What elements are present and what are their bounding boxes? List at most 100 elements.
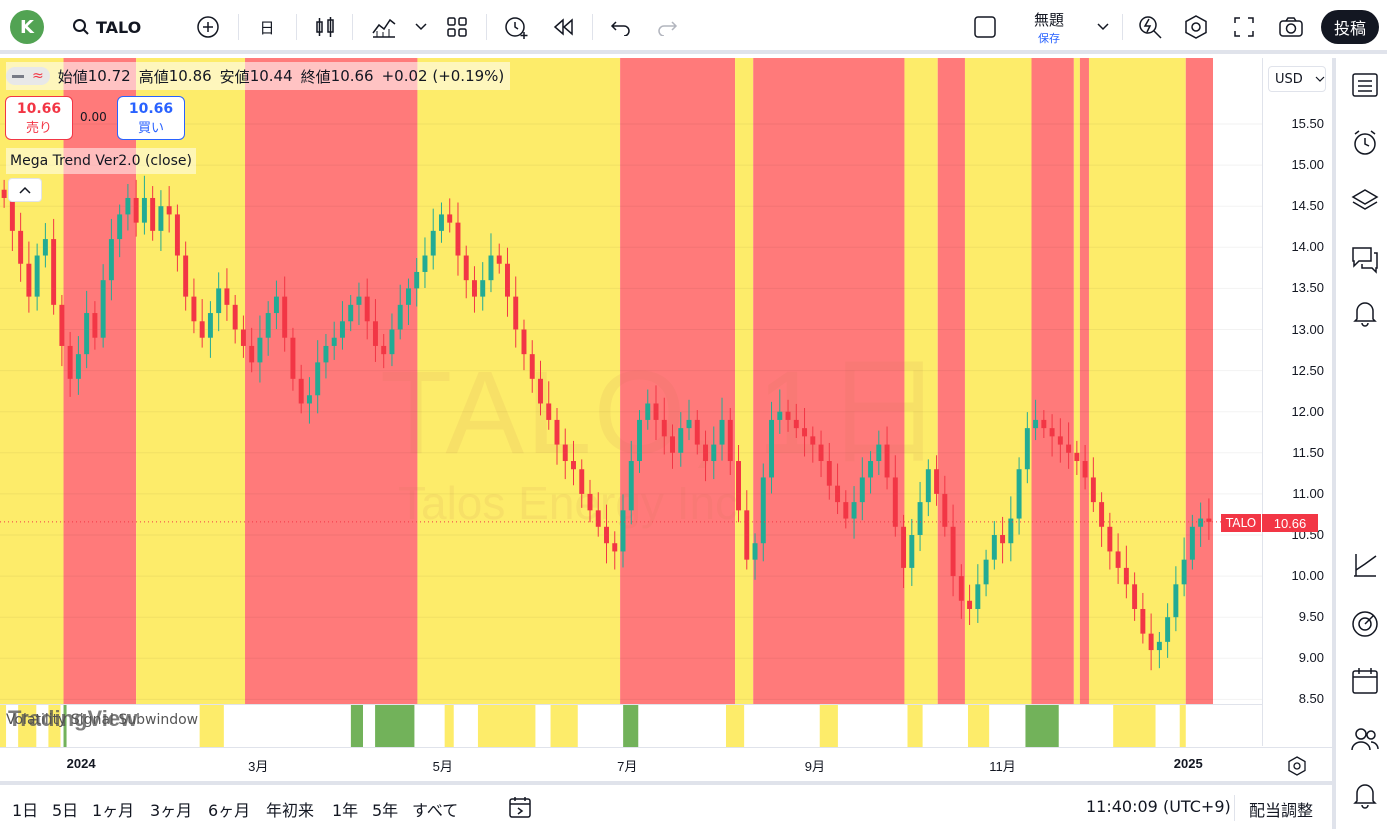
chart-type-button[interactable] [310,0,340,54]
ideas-button[interactable] [1350,609,1380,639]
candle [521,319,527,371]
candle [108,218,114,301]
candle [224,268,230,321]
last-price-symbol-tag: TALO [1221,514,1261,532]
chats-button[interactable] [1350,244,1380,274]
legend-toggle[interactable]: ≈ [6,67,50,85]
dividend-adjust-toggle[interactable]: 配当調整 [1249,801,1314,820]
symbol-search-button[interactable]: TALO [72,0,152,54]
redo-icon [658,21,678,36]
open-value: 10.72 [87,67,131,85]
buy-button[interactable]: 10.66 買い [117,96,185,140]
undo-button[interactable] [606,0,636,54]
range-button[interactable]: 5日 [52,801,79,820]
close-label: 終値 [300,67,331,86]
range-button[interactable]: 1日 [12,801,39,820]
layout-save-button[interactable]: 無題 保存 [1020,0,1078,54]
sell-label: 売り [25,120,52,136]
candle [257,315,263,383]
settings-button[interactable] [1180,0,1212,54]
fullscreen-button[interactable] [1228,0,1260,54]
indicators-button[interactable] [368,0,400,54]
signal-bar-yellow [725,705,745,747]
rewind-icon [553,18,573,36]
grid-icon [447,17,467,37]
candle [18,212,24,282]
range-button[interactable]: すべて [412,801,459,820]
candle [75,336,81,395]
candle [777,389,783,434]
candle [1107,512,1113,570]
bell-icon [1353,784,1377,809]
collapse-indicators-button[interactable] [8,178,42,202]
price-scale[interactable]: USD 15.50 15.00 14.50 14.00 13.50 13.00 12.50 1… [1262,58,1332,746]
range-button[interactable]: 1年 [332,801,359,820]
goto-date-button[interactable] [508,795,534,821]
candle [331,321,337,360]
gear-icon [1288,756,1306,776]
trend-zone-red [1031,58,1074,704]
alerts-button[interactable] [1350,128,1380,158]
volatility-subwindow[interactable] [0,704,1262,747]
candle [488,233,494,293]
candle [1049,414,1055,457]
candle [199,299,205,348]
time-axis[interactable]: 2024 3月 5月 7月 9月 11月 2025 [0,747,1332,781]
price-scale-label: 11.50 [1292,444,1324,460]
candle [372,299,378,362]
candle [356,282,362,325]
candle [628,440,634,525]
range-button[interactable]: 5年 [372,801,399,820]
candle [884,426,890,490]
interval-button[interactable]: 日 [259,18,275,37]
candle [1181,537,1187,597]
clock[interactable]: 11:40:09 (UTC+9) [1086,797,1231,816]
help-notifications-button[interactable] [1350,780,1380,810]
drawing-tools-button[interactable] [1350,550,1380,580]
object-tree-button[interactable] [1350,186,1380,216]
range-button[interactable]: 6ヶ月 [208,801,251,820]
top-toolbar: K TALO 日 無題 保存 [0,0,1387,54]
candle [339,301,345,350]
divider [592,14,593,40]
time-axis-label: 3月 [248,759,269,774]
candle [554,408,560,465]
notifications-button[interactable] [1350,298,1380,328]
price-scale-label: 9.50 [1298,609,1324,625]
redo-button[interactable] [652,0,682,54]
sell-button[interactable]: 10.66 売り [5,96,73,140]
user-avatar[interactable]: K [10,10,44,44]
select-checkbox[interactable] [970,0,1000,54]
main-chart-pane[interactable]: TALO, 1日 Talos Energy Inc [0,58,1262,704]
candle [670,424,675,469]
candle [59,294,65,367]
approx-icon: ≈ [32,68,44,84]
candle [793,403,799,439]
range-button[interactable]: 1ヶ月 [92,801,135,820]
publish-button[interactable]: 投稿 [1321,10,1379,44]
replay-button[interactable] [548,0,580,54]
scale-settings-button[interactable] [1286,755,1308,777]
snapshot-button[interactable] [1274,0,1308,54]
signal-bar-green [623,705,639,747]
alarm-clock-icon [1354,130,1376,155]
indicator-title[interactable]: Mega Trend Ver2.0 (close) [6,148,196,174]
watchlist-button[interactable] [1350,70,1380,100]
layout-button[interactable] [442,0,472,54]
candle [51,218,57,315]
compare-add-button[interactable] [192,0,224,54]
indicators-dropdown[interactable] [412,0,430,54]
calendar-button[interactable] [1350,666,1380,696]
candle [505,247,510,317]
candle [802,408,808,457]
indicators-icon [372,18,396,38]
quick-search-button[interactable] [1134,0,1166,54]
candle [868,451,874,494]
candle [752,533,758,580]
range-button[interactable]: 3ヶ月 [150,801,193,820]
layout-dropdown[interactable] [1094,0,1112,54]
range-button[interactable]: 年初来 [266,801,315,820]
currency-select[interactable]: USD [1268,66,1326,92]
alert-button[interactable] [500,0,532,54]
community-button[interactable] [1350,724,1380,754]
